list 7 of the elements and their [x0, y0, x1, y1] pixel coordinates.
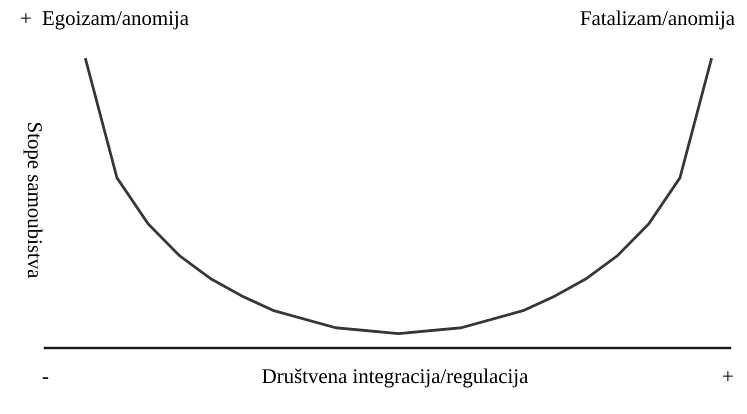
- text: -: [42, 377, 48, 379]
- text: +: [723, 371, 733, 381]
- text: Fatalizam/anomija: [580, 10, 735, 30]
- text: Egoizam/anomija: [42, 11, 189, 30]
- text: +: [21, 13, 31, 23]
- y-axis-title: Stope samoubistva: [24, 122, 42, 278]
- x-axis-title: Društvena integracija/regulacija: [262, 368, 528, 388]
